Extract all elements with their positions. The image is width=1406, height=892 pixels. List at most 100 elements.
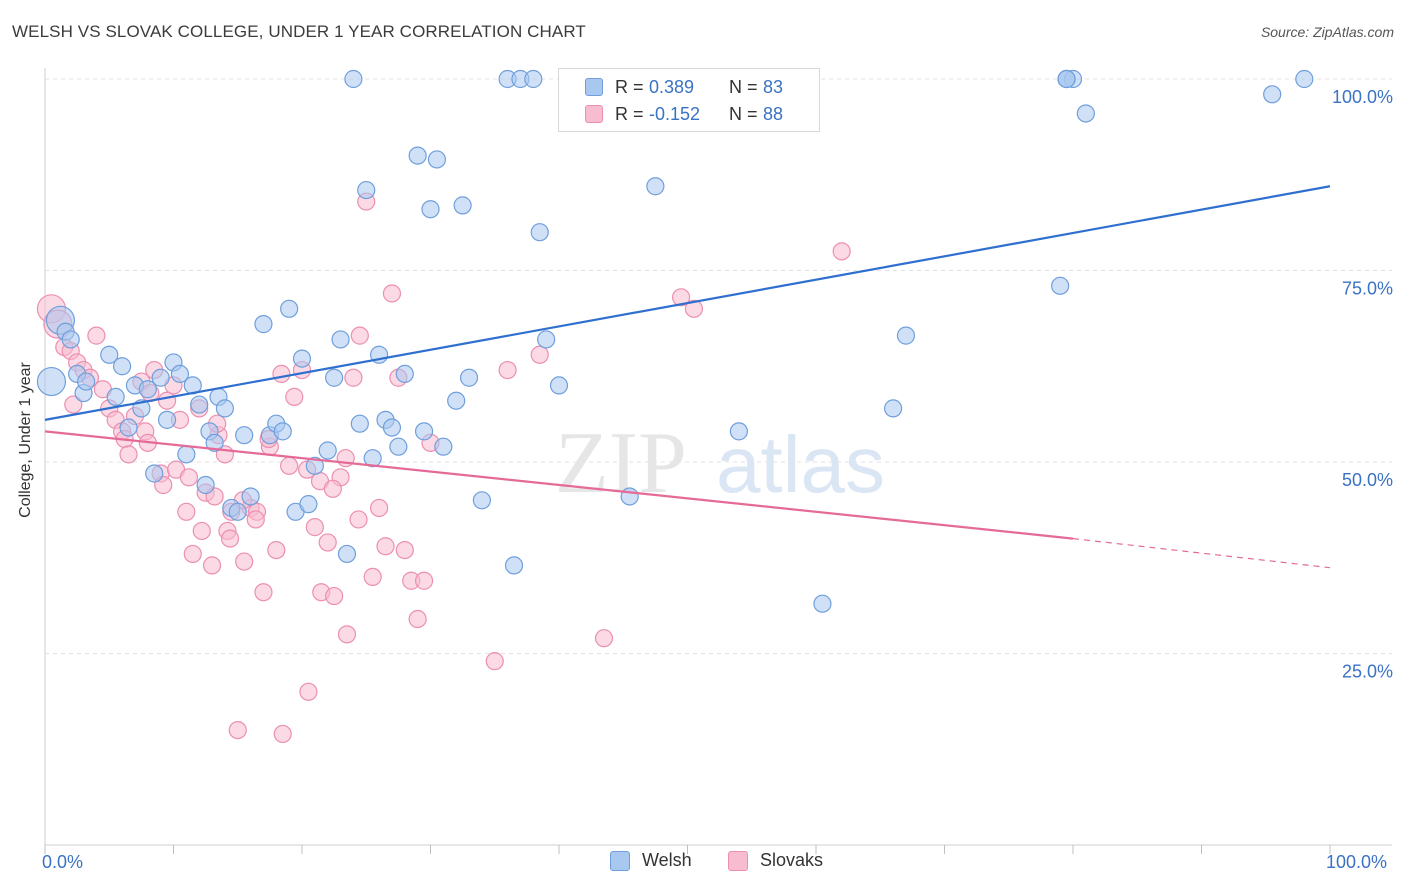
welsh-point bbox=[100, 345, 119, 364]
slovak-point bbox=[414, 571, 434, 590]
watermark: ZIP atlas bbox=[555, 415, 885, 512]
welsh-point bbox=[389, 437, 408, 456]
slovaks-r-label: R = bbox=[615, 103, 644, 124]
welsh-point bbox=[883, 399, 903, 418]
welsh-point bbox=[190, 395, 209, 414]
slovak-point bbox=[408, 609, 427, 629]
slovak-point bbox=[272, 364, 291, 384]
welsh-point bbox=[447, 391, 466, 410]
slovaks-legend-swatch bbox=[728, 850, 748, 871]
stats-row-slovaks: R = -0.152 N = 88 bbox=[559, 101, 783, 127]
slovak-point bbox=[87, 326, 106, 345]
y-tick-label: 75.0% bbox=[1342, 279, 1393, 299]
welsh-point bbox=[363, 449, 382, 468]
chart-title: WELSH VS SLOVAK COLLEGE, UNDER 1 YEAR CO… bbox=[12, 22, 586, 41]
welsh-point bbox=[119, 418, 138, 437]
welsh-point bbox=[1263, 85, 1282, 104]
y-tick-label: 100.0% bbox=[1332, 87, 1393, 107]
welsh-trend-line bbox=[44, 185, 1331, 421]
legend-welsh[interactable]: Welsh bbox=[610, 850, 692, 871]
welsh-point bbox=[228, 502, 247, 521]
welsh-point bbox=[205, 433, 224, 452]
welsh-point bbox=[813, 594, 832, 613]
slovak-point bbox=[684, 299, 704, 318]
slovak-point bbox=[350, 326, 369, 345]
slovak-trend-extension bbox=[1072, 538, 1331, 569]
slovak-point bbox=[363, 567, 382, 587]
y-tick-label: 50.0% bbox=[1342, 470, 1393, 490]
welsh-legend-swatch bbox=[610, 850, 630, 871]
slovak-point bbox=[344, 368, 363, 387]
slovak-point bbox=[192, 521, 211, 541]
welsh-point bbox=[344, 69, 363, 89]
welsh-point bbox=[472, 491, 491, 510]
slovak-point bbox=[594, 629, 614, 648]
welsh-point bbox=[537, 330, 556, 349]
slovak-point bbox=[337, 625, 357, 644]
welsh-points bbox=[36, 69, 1314, 613]
welsh-point bbox=[292, 349, 312, 368]
slovak-point bbox=[202, 556, 222, 575]
axes bbox=[44, 68, 1392, 854]
welsh-point bbox=[434, 437, 453, 456]
slovak-point bbox=[228, 720, 247, 740]
welsh-point bbox=[1076, 104, 1095, 123]
slovak-point bbox=[220, 529, 240, 548]
slovak-point bbox=[267, 540, 286, 560]
welsh-point bbox=[331, 330, 350, 349]
welsh-point bbox=[157, 410, 177, 429]
slovaks-r-value: -0.152 bbox=[649, 103, 701, 124]
welsh-point bbox=[896, 326, 916, 345]
slovak-point bbox=[157, 391, 177, 410]
slovak-point bbox=[318, 533, 337, 552]
welsh-point bbox=[61, 330, 80, 349]
welsh-point bbox=[382, 418, 402, 437]
welsh-point bbox=[408, 146, 427, 165]
y-tick-labels: 25.0% 50.0% 75.0% 100.0% bbox=[1332, 87, 1393, 682]
welsh-point bbox=[453, 196, 472, 215]
slovaks-n-label: N = bbox=[729, 103, 758, 124]
slovak-point bbox=[254, 583, 273, 602]
welsh-point bbox=[504, 556, 524, 575]
welsh-point bbox=[215, 399, 234, 418]
slovak-point bbox=[323, 479, 342, 498]
welsh-point bbox=[170, 364, 190, 384]
legend-slovaks[interactable]: Slovaks bbox=[728, 850, 823, 871]
slovak-point bbox=[119, 445, 138, 464]
slovak-point bbox=[349, 510, 368, 529]
slovak-point bbox=[235, 552, 254, 571]
welsh-point bbox=[549, 376, 569, 395]
welsh-point bbox=[357, 180, 376, 200]
slovak-point bbox=[325, 586, 344, 606]
welsh-point bbox=[421, 200, 440, 219]
slovak-point bbox=[382, 284, 402, 303]
x-tick-max: 100.0% bbox=[1326, 852, 1388, 872]
welsh-point bbox=[112, 357, 132, 376]
welsh-point bbox=[151, 368, 170, 387]
welsh-point bbox=[1051, 276, 1070, 295]
welsh-point bbox=[729, 422, 749, 441]
welsh-point bbox=[524, 69, 543, 89]
slovak-point bbox=[832, 242, 851, 261]
slovak-point bbox=[299, 682, 318, 701]
welsh-point bbox=[273, 422, 292, 441]
slovak-point bbox=[273, 724, 292, 744]
grid-lines bbox=[45, 78, 1392, 654]
welsh-point bbox=[280, 299, 299, 318]
slovak-point bbox=[395, 540, 414, 560]
welsh-point bbox=[395, 364, 414, 384]
welsh-point bbox=[77, 372, 96, 391]
slovak-point bbox=[246, 510, 265, 529]
welsh-point bbox=[337, 544, 357, 564]
slovak-point bbox=[177, 502, 196, 521]
slovak-point bbox=[485, 652, 504, 671]
slovak-point bbox=[370, 498, 389, 518]
welsh-point bbox=[305, 456, 324, 475]
stats-row-welsh: R = 0.389 N = 83 bbox=[559, 74, 783, 100]
slovak-point bbox=[305, 518, 324, 537]
welsh-point bbox=[241, 487, 260, 506]
welsh-r-value: 0.389 bbox=[649, 76, 695, 97]
x-tick-min: 0.0% bbox=[42, 852, 84, 872]
welsh-swatch bbox=[585, 78, 603, 96]
welsh-point bbox=[318, 441, 337, 460]
